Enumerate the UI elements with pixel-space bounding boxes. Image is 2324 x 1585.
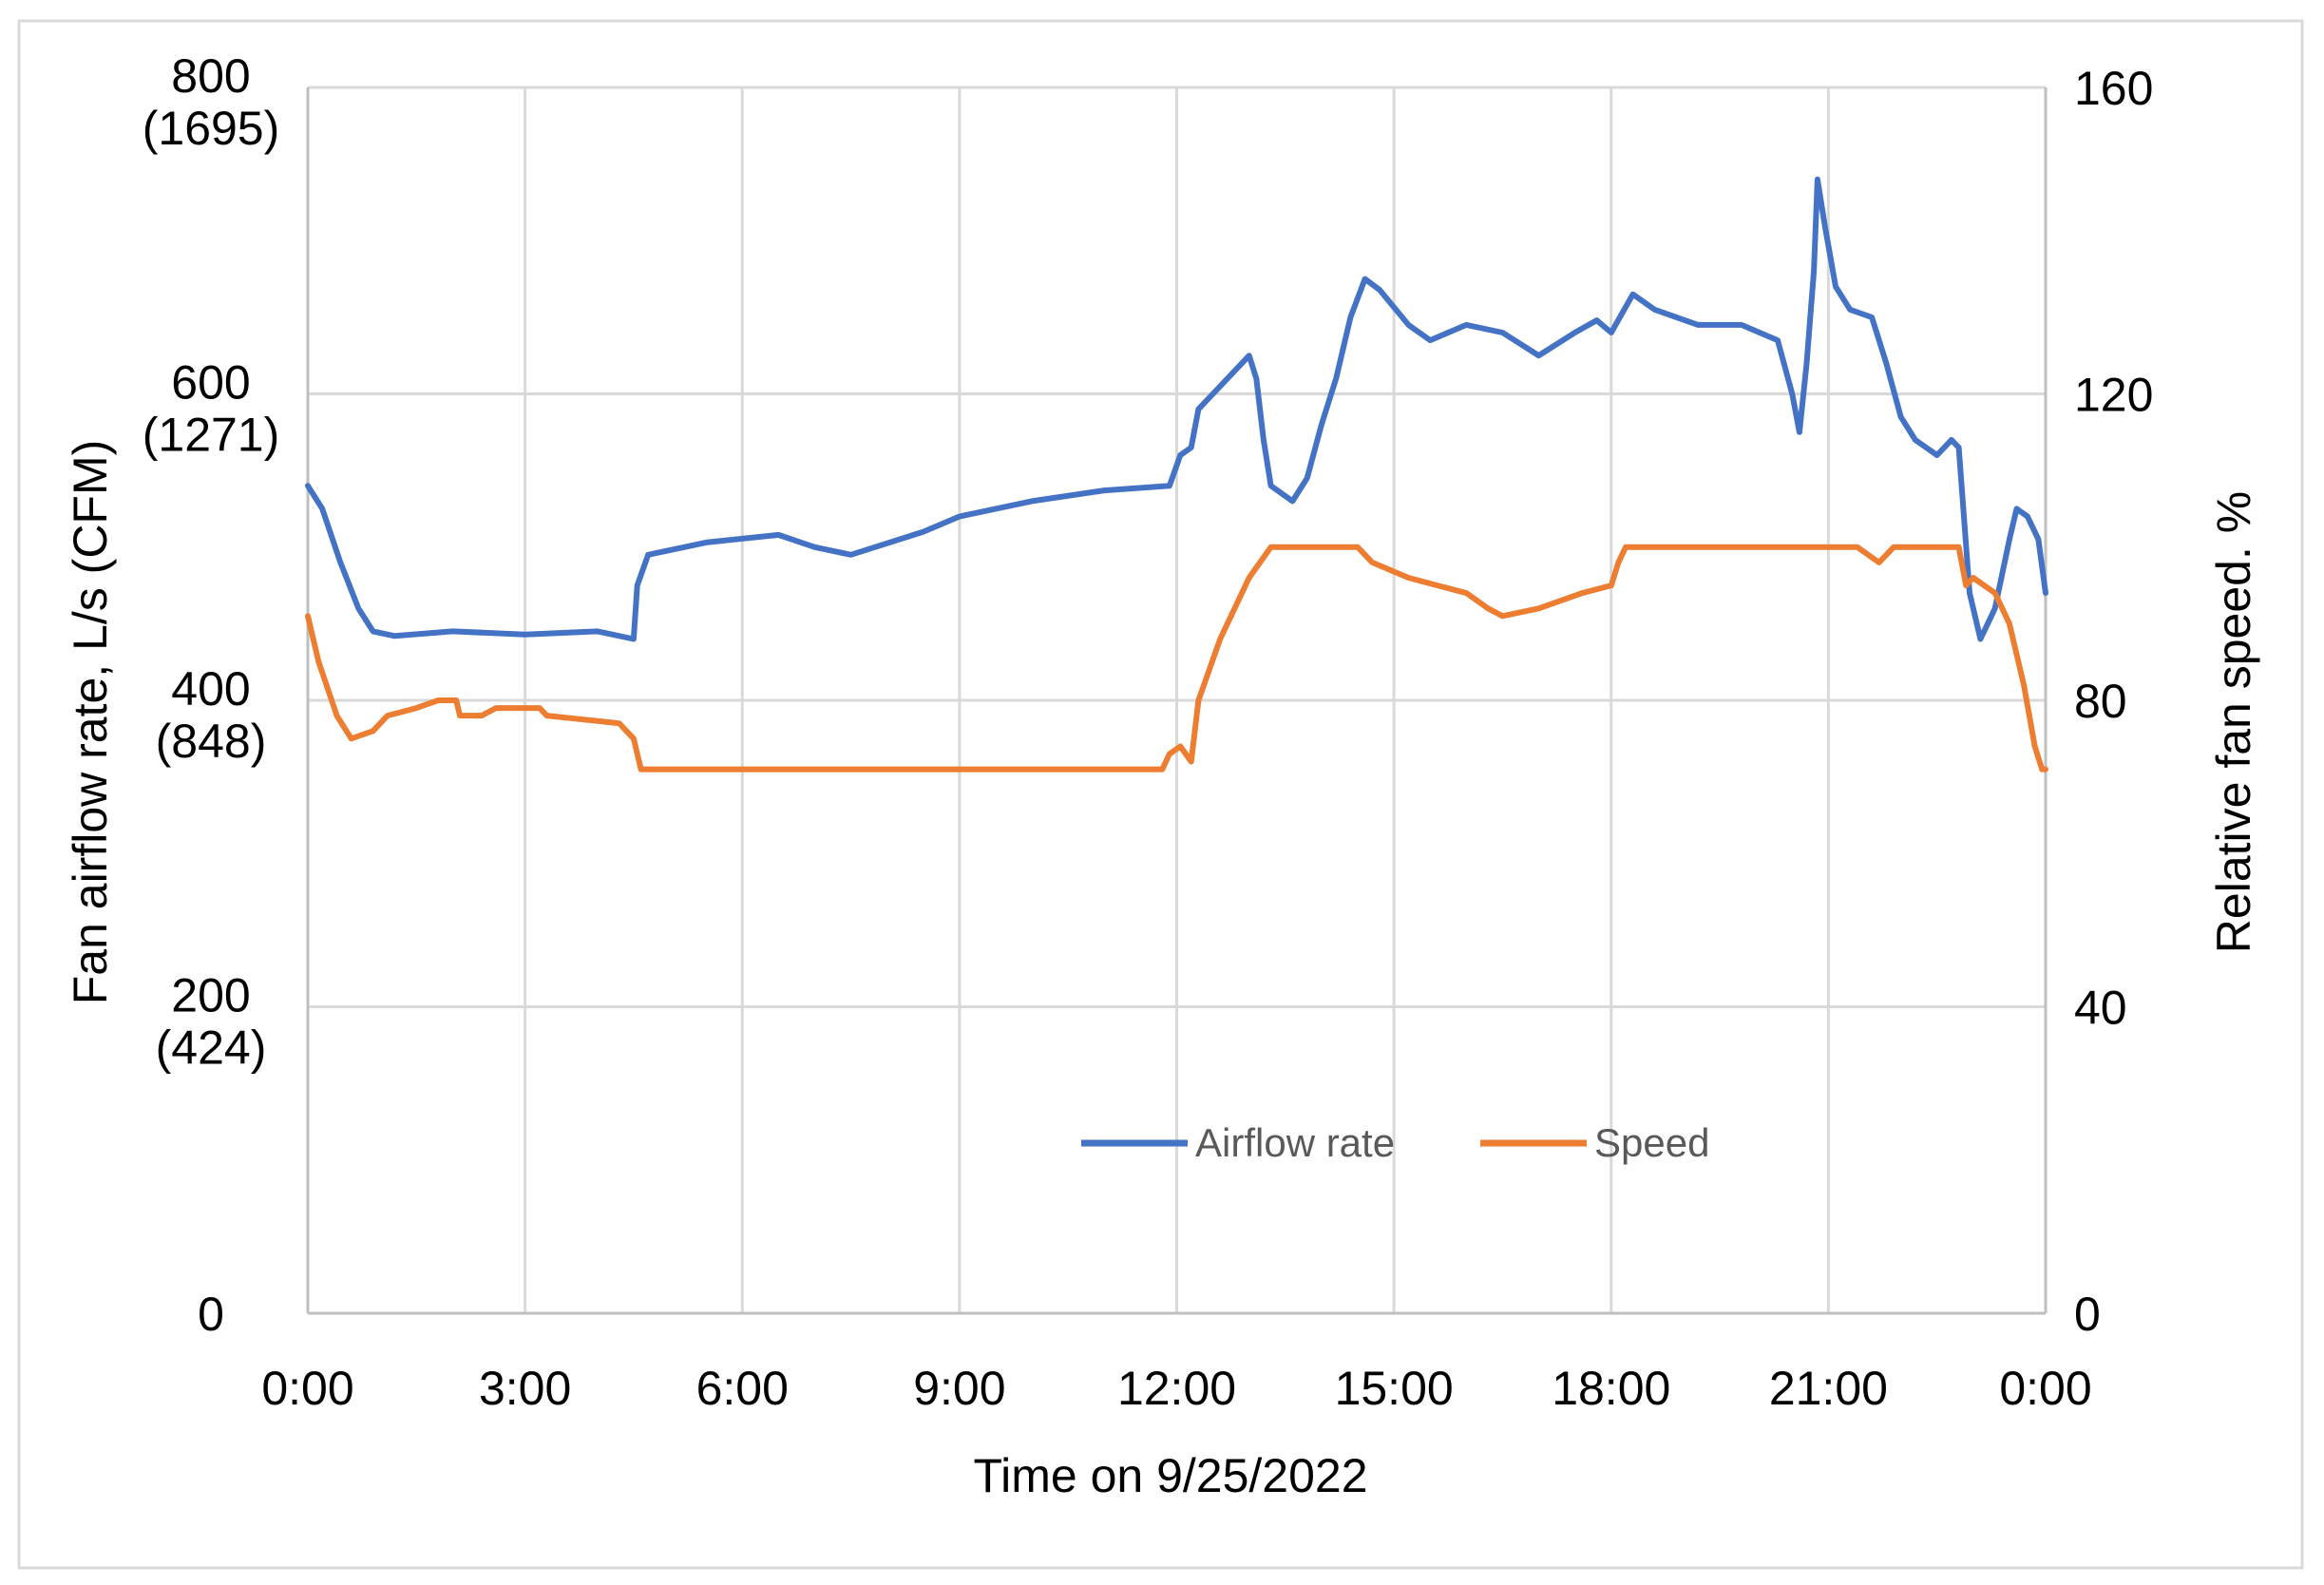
y-tick-sublabel: (1271) [143, 409, 280, 462]
axes [306, 87, 2048, 1315]
x-tick-label: 15:00 [1335, 1362, 1454, 1415]
x-tick-label: 12:00 [1117, 1362, 1236, 1415]
y-tick-label: 600 [171, 356, 250, 410]
y-tick-label: 800 [171, 49, 250, 103]
y-tick-sublabel: (848) [156, 715, 267, 768]
y-tick-label: 200 [171, 969, 250, 1022]
y-axis-title: Fan airflow rate, L/s (CFM) [64, 440, 117, 1005]
y2-axis-title: Relative fan speed. % [2207, 491, 2260, 953]
y2-tick-label: 160 [2074, 62, 2153, 115]
y-tick-sublabel: (1695) [143, 102, 280, 155]
x-tick-label: 9:00 [913, 1362, 1005, 1415]
y2-tick-label: 40 [2074, 982, 2127, 1035]
legend: Airflow rate Speed [1081, 1120, 1709, 1165]
y2-tick-label: 80 [2074, 675, 2127, 728]
y-tick-sublabel: (424) [156, 1022, 267, 1075]
x-tick-label: 6:00 [696, 1362, 789, 1415]
x-tick-label: 18:00 [1552, 1362, 1670, 1415]
y2-tick-label: 120 [2074, 369, 2153, 422]
y-tick-label: 0 [198, 1288, 224, 1341]
legend-label-airflow: Airflow rate [1195, 1120, 1395, 1165]
x-tick-label: 0:00 [261, 1362, 353, 1415]
chart-border [17, 19, 2304, 1570]
y2-tick-label: 0 [2074, 1288, 2101, 1341]
series-lines [305, 176, 2048, 773]
airflow-rate-line [305, 176, 2048, 642]
speed-line [305, 544, 2048, 773]
x-tick-label: 0:00 [1999, 1362, 2091, 1415]
legend-label-speed: Speed [1594, 1120, 1709, 1165]
x-tick-label: 3:00 [479, 1362, 571, 1415]
y-tick-label: 400 [171, 662, 250, 716]
tick-labels: 0 200(424) 400(848) 600(1271) 800(1695) 0 40 80… [143, 49, 2154, 1415]
x-axis-title: Time on 9/25/2022 [973, 1449, 1367, 1502]
x-tick-label: 21:00 [1769, 1362, 1888, 1415]
